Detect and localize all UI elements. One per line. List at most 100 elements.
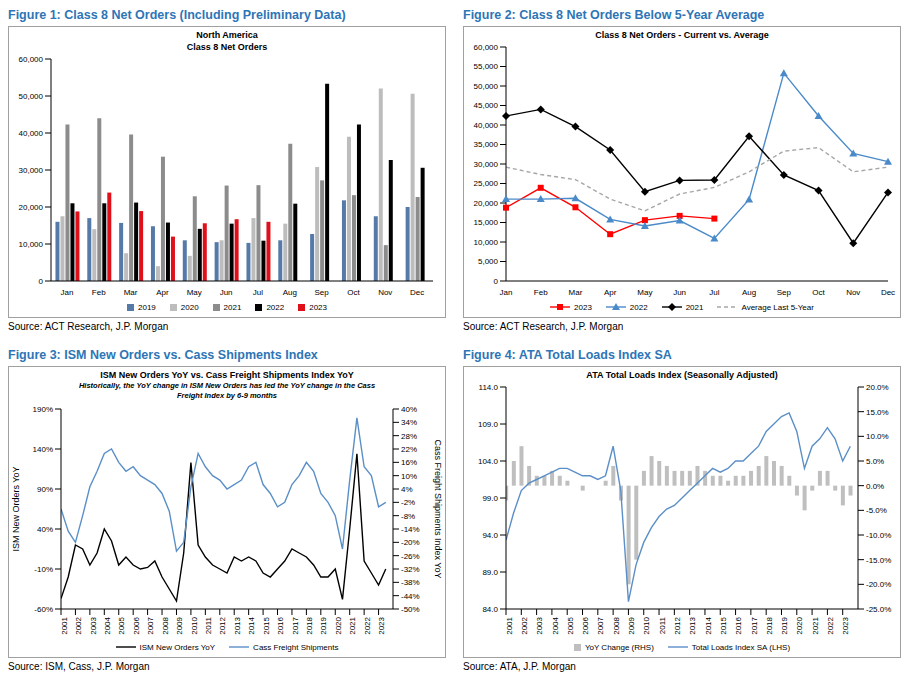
svg-text:Jun: Jun <box>673 288 686 297</box>
svg-text:94.0: 94.0 <box>482 531 498 540</box>
svg-text:-20%: -20% <box>401 538 420 547</box>
svg-text:-10.0%: -10.0% <box>866 531 891 540</box>
svg-text:Sep: Sep <box>777 288 792 297</box>
svg-text:2020: 2020 <box>334 616 343 634</box>
svg-text:10.0%: 10.0% <box>866 432 889 441</box>
svg-text:2008: 2008 <box>161 616 170 634</box>
svg-text:May: May <box>637 288 652 297</box>
svg-text:Mar: Mar <box>124 288 138 297</box>
svg-text:60,000: 60,000 <box>474 43 499 52</box>
svg-text:4%: 4% <box>401 485 413 494</box>
svg-text:140%: 140% <box>33 445 53 454</box>
svg-text:28%: 28% <box>401 432 417 441</box>
svg-text:ISM New Orders YoY: ISM New Orders YoY <box>11 466 21 551</box>
svg-text:2011: 2011 <box>204 616 213 634</box>
svg-text:40,000: 40,000 <box>474 121 499 130</box>
svg-text:-50%: -50% <box>401 605 420 614</box>
svg-text:2005: 2005 <box>117 616 126 634</box>
svg-text:-26%: -26% <box>401 552 420 561</box>
svg-text:10,000: 10,000 <box>19 240 44 249</box>
svg-text:2007: 2007 <box>597 616 606 634</box>
svg-text:2023: 2023 <box>841 616 850 634</box>
svg-text:Jul: Jul <box>709 288 719 297</box>
svg-text:15,000: 15,000 <box>474 218 499 227</box>
svg-text:10,000: 10,000 <box>474 238 499 247</box>
svg-text:40,000: 40,000 <box>19 129 44 138</box>
svg-text:-5.0%: -5.0% <box>866 506 887 515</box>
svg-text:0.0%: 0.0% <box>866 482 884 491</box>
svg-text:Mar: Mar <box>569 288 583 297</box>
svg-text:2019: 2019 <box>320 616 329 634</box>
svg-text:Sep: Sep <box>314 288 329 297</box>
svg-text:20.0%: 20.0% <box>866 383 889 392</box>
svg-text:2004: 2004 <box>551 616 560 634</box>
svg-text:2005: 2005 <box>566 616 575 634</box>
svg-text:50,000: 50,000 <box>19 92 44 101</box>
svg-text:2009: 2009 <box>627 616 636 634</box>
svg-text:35,000: 35,000 <box>474 140 499 149</box>
svg-text:-38%: -38% <box>401 578 420 587</box>
svg-text:114.0: 114.0 <box>479 383 499 392</box>
svg-text:55,000: 55,000 <box>474 62 499 71</box>
svg-text:89.0: 89.0 <box>482 568 498 577</box>
svg-text:-44%: -44% <box>401 592 420 601</box>
svg-text:16%: 16% <box>401 458 417 467</box>
svg-text:2010: 2010 <box>642 616 651 634</box>
svg-text:20,000: 20,000 <box>474 199 499 208</box>
svg-text:Jun: Jun <box>220 288 233 297</box>
svg-text:2002: 2002 <box>74 616 83 634</box>
svg-text:-8%: -8% <box>401 512 415 521</box>
svg-text:2003: 2003 <box>535 616 544 634</box>
svg-text:2020: 2020 <box>795 616 804 634</box>
svg-text:Jan: Jan <box>500 288 513 297</box>
svg-text:Feb: Feb <box>534 288 548 297</box>
svg-text:2021: 2021 <box>811 616 820 634</box>
svg-text:2016: 2016 <box>734 616 743 634</box>
svg-text:Jul: Jul <box>253 288 263 297</box>
svg-text:-14%: -14% <box>401 525 420 534</box>
svg-text:Jan: Jan <box>60 288 73 297</box>
svg-text:2006: 2006 <box>581 616 590 634</box>
svg-text:Oct: Oct <box>347 288 360 297</box>
svg-text:2013: 2013 <box>688 616 697 634</box>
svg-text:2019: 2019 <box>780 616 789 634</box>
svg-text:15.0%: 15.0% <box>866 408 889 417</box>
svg-text:40%: 40% <box>37 525 53 534</box>
svg-text:99.0: 99.0 <box>482 494 498 503</box>
svg-text:40%: 40% <box>401 405 417 414</box>
svg-text:2009: 2009 <box>175 616 184 634</box>
svg-text:50,000: 50,000 <box>474 82 499 91</box>
svg-text:Aug: Aug <box>742 288 756 297</box>
svg-text:104.0: 104.0 <box>478 457 499 466</box>
svg-text:-60%: -60% <box>34 605 53 614</box>
svg-text:Apr: Apr <box>604 288 617 297</box>
svg-text:34%: 34% <box>401 418 417 427</box>
svg-text:Aug: Aug <box>283 288 297 297</box>
svg-text:0: 0 <box>494 277 499 286</box>
svg-text:-2%: -2% <box>401 498 415 507</box>
svg-text:2010: 2010 <box>190 616 199 634</box>
svg-text:2001: 2001 <box>60 616 69 634</box>
svg-text:Apr: Apr <box>156 288 169 297</box>
svg-text:2018: 2018 <box>305 616 314 634</box>
svg-text:2011: 2011 <box>658 616 667 634</box>
svg-text:25,000: 25,000 <box>474 179 499 188</box>
svg-text:2017: 2017 <box>291 616 300 634</box>
svg-text:30,000: 30,000 <box>19 166 44 175</box>
svg-text:2012: 2012 <box>673 616 682 634</box>
svg-text:May: May <box>187 288 202 297</box>
svg-text:Feb: Feb <box>92 288 106 297</box>
svg-text:2006: 2006 <box>132 616 141 634</box>
svg-text:2014: 2014 <box>247 616 256 634</box>
svg-text:90%: 90% <box>37 485 53 494</box>
svg-text:5,000: 5,000 <box>478 257 499 266</box>
svg-text:2004: 2004 <box>103 616 112 634</box>
svg-text:2014: 2014 <box>704 616 713 634</box>
svg-text:2003: 2003 <box>89 616 98 634</box>
svg-text:-15.0%: -15.0% <box>866 556 891 565</box>
svg-text:2023: 2023 <box>377 616 386 634</box>
svg-text:2013: 2013 <box>233 616 242 634</box>
svg-text:2022: 2022 <box>826 616 835 634</box>
svg-text:2016: 2016 <box>276 616 285 634</box>
svg-text:-10%: -10% <box>34 565 53 574</box>
